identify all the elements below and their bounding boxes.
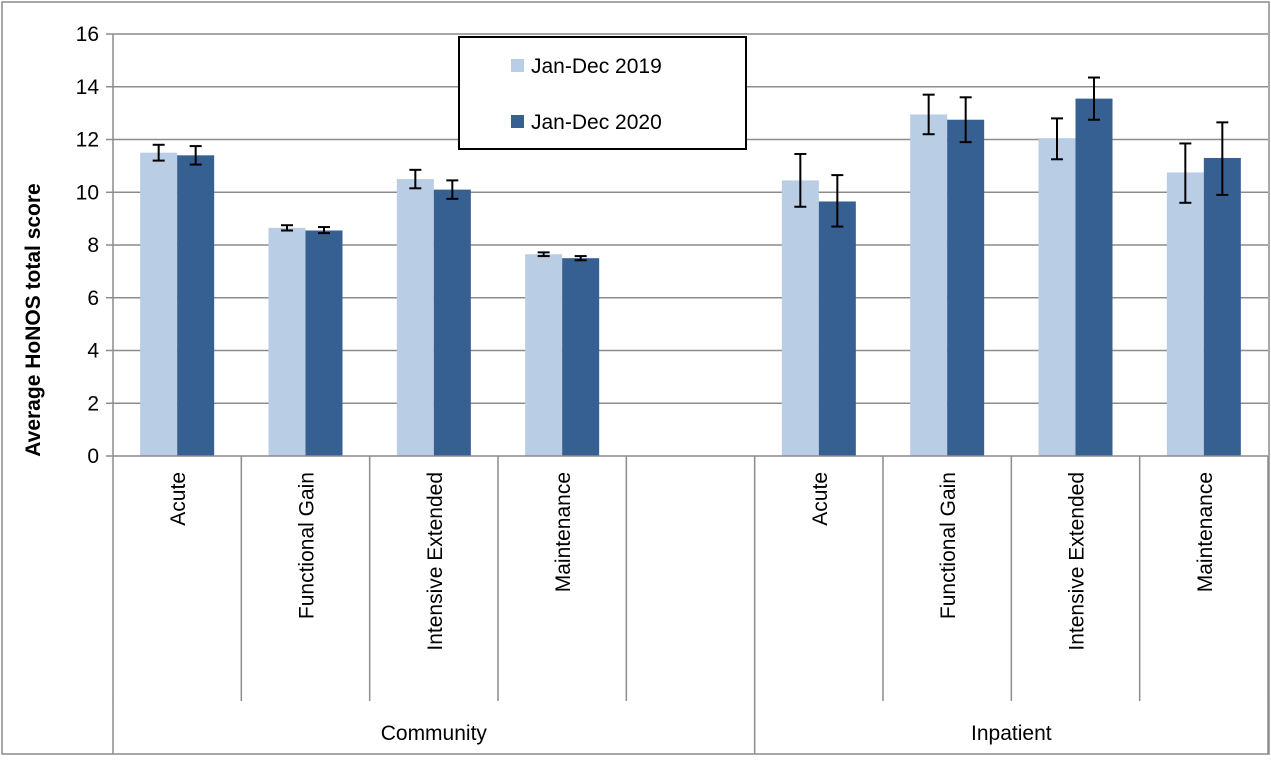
bar-s0-c3 — [525, 254, 563, 456]
category-label-1: Functional Gain — [296, 472, 319, 619]
y-tick-label-16: 16 — [76, 23, 99, 46]
legend-box — [458, 36, 747, 150]
bar-s0-c0 — [140, 152, 178, 456]
error-bar-s0-c6 — [922, 93, 935, 136]
bar-s0-c7 — [1038, 138, 1076, 456]
bars — [140, 98, 1241, 457]
error-bar-s0-c8 — [1179, 142, 1192, 204]
bar-s1-c2 — [433, 189, 471, 457]
legend-label-2020: Jan-Dec 2020 — [531, 111, 662, 134]
error-bar-s1-c6 — [959, 96, 972, 144]
y-tick-label-0: 0 — [87, 445, 99, 468]
error-bar-s0-c7 — [1051, 117, 1063, 161]
error-bars — [152, 76, 1229, 262]
bar-s1-c7 — [1075, 98, 1113, 457]
y-tick-label-12: 12 — [76, 129, 99, 152]
category-label-3: Maintenance — [552, 472, 575, 592]
legend-swatch-2020 — [511, 115, 524, 128]
error-bar-s0-c1 — [281, 224, 293, 232]
bar-s0-c5 — [781, 180, 819, 456]
category-label-0: Acute — [167, 472, 190, 526]
category-label-8: Maintenance — [1194, 472, 1217, 592]
error-bar-s1-c1 — [318, 226, 330, 235]
error-bar-s1-c8 — [1216, 121, 1229, 196]
legend: Jan-Dec 2019 Jan-Dec 2020 — [458, 36, 747, 150]
axes: 0 2 4 6 8 10 12 14 16 Acute Functional Gain Intensi… — [76, 23, 1269, 754]
bar-s1-c3 — [562, 258, 600, 456]
bar-s0-c6 — [910, 114, 948, 456]
bar-s1-c8 — [1203, 157, 1241, 456]
error-bar-s1-c0 — [189, 145, 202, 166]
group-label-1: Inpatient — [971, 722, 1052, 745]
legend-label-2019: Jan-Dec 2019 — [531, 55, 662, 78]
bar-s0-c1 — [268, 227, 306, 456]
error-bar-s0-c3 — [537, 251, 550, 258]
y-tick-label-2: 2 — [87, 392, 99, 415]
y-tick-label-6: 6 — [87, 287, 99, 310]
error-bar-s1-c2 — [446, 179, 459, 200]
bar-s1-c1 — [305, 230, 343, 456]
error-bar-s0-c0 — [152, 143, 165, 162]
bar-s0-c2 — [396, 179, 434, 456]
y-tick-label-10: 10 — [76, 181, 99, 204]
error-bar-s1-c3 — [574, 255, 587, 262]
error-bar-s0-c5 — [794, 153, 807, 208]
y-tick-label-4: 4 — [87, 340, 99, 363]
bar-s0-c8 — [1166, 172, 1204, 456]
bar-s1-c6 — [947, 119, 985, 456]
category-label-6: Functional Gain — [937, 472, 960, 619]
y-tick-label-14: 14 — [76, 76, 100, 99]
category-label-5: Acute — [809, 472, 832, 526]
bar-s1-c0 — [177, 155, 215, 456]
y-tick-label-8: 8 — [87, 234, 99, 257]
error-bar-s1-c7 — [1088, 76, 1100, 121]
legend-swatch-2019 — [511, 59, 524, 72]
error-bar-s1-c5 — [831, 174, 844, 228]
category-label-2: Intensive Extended — [424, 472, 447, 651]
category-label-7: Intensive Extended — [1066, 472, 1089, 651]
error-bar-s0-c2 — [409, 168, 422, 190]
group-label-0: Community — [381, 722, 488, 745]
bar-s1-c5 — [818, 201, 856, 456]
y-axis-title: Average HoNOS total score — [22, 183, 45, 456]
